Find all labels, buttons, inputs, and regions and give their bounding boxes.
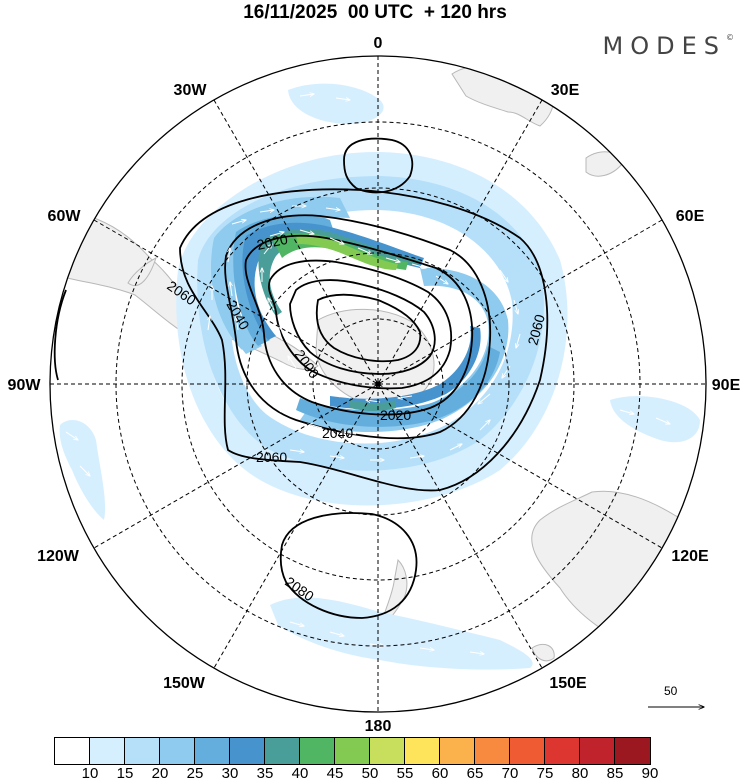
lon-label-60e: 60E [676,208,705,225]
shade-10-15-west [59,420,106,520]
contour-label: 2020 [255,231,289,253]
colorbar-tick-label: 85 [606,765,624,782]
contour-2040 [224,214,492,440]
colorbar-swatch [370,738,405,764]
wind-vectors [65,94,670,654]
contour-2080-south [279,512,418,619]
colorbar-swatch [405,738,440,764]
falklands-landmass [127,257,157,286]
lon-label-150w: 150W [163,675,206,692]
colorbar-swatch [90,738,125,764]
lon-label-30w: 30W [174,82,208,99]
contour-label: 2040 [322,425,353,441]
colorbar-tick-label: 65 [466,765,484,782]
colorbar-tick-label: 20 [151,765,169,782]
contour-west-edge [53,289,67,381]
polar-map: 2020 2020 2040 2040 2060 2060 2060 2000 … [8,35,741,735]
lon-label-120e: 120E [671,548,709,565]
colorbar-tick-label: 10 [81,765,99,782]
contour-2060 [179,188,549,492]
colorbar-swatch [615,738,650,764]
colorbar-swatch [580,738,615,764]
map-boundary [49,55,707,713]
colorbar-tick-label: 80 [571,765,589,782]
contour-2080-north [343,137,414,194]
map-title: 16/11/2025 00 UTC + 120 hrs [243,2,507,23]
colorbar-swatch [335,738,370,764]
shade-35-40-south [350,400,396,411]
shade-45-50-jet-core [296,235,398,270]
colorbar-tick-label: 40 [291,765,309,782]
colorbar-tick-label: 35 [256,765,274,782]
contour-label: 2060 [524,312,548,346]
brand-name: MODES [602,32,726,60]
longitude-labels: 0 30E 60E 90E 120E 150E 180 150W 120W 90… [8,35,741,735]
wind-reference-label: 50 [664,684,678,698]
shade-30-35-southeast [330,326,481,410]
colorbar-swatch [510,738,545,764]
colorbar-tick-label: 55 [396,765,414,782]
colorbar-swatch [300,738,335,764]
colorbar [54,737,651,765]
lon-label-0: 0 [374,35,383,52]
lon-label-30e: 30E [551,82,580,99]
colorbar-tick-label: 45 [326,765,344,782]
colorbar-swatch [475,738,510,764]
graticule [50,56,706,712]
lon-label-120w: 120W [37,548,80,565]
colorbar-swatch [125,738,160,764]
lon-label-150e: 150E [549,675,587,692]
height-contours [53,137,549,619]
lon-label-60w: 60W [48,208,82,225]
colorbar-swatch [55,738,90,764]
shade-20-25-band-east [300,267,509,432]
shade-10-15-east [610,396,700,443]
colorbar-swatch [160,738,195,764]
colorbar-ticks: 10 15 20 25 30 35 40 45 50 55 60 65 70 75 80 85 90 [0,765,750,782]
lon-label-90e: 90E [712,377,741,394]
colorbar-swatch [545,738,580,764]
contour-label: 2020 [380,407,411,423]
contour-label: 2060 [256,449,287,465]
colorbar-tick-label: 75 [536,765,554,782]
colorbar-tick-label: 25 [186,765,204,782]
colorbar-tick-label: 30 [221,765,239,782]
lon-label-180: 180 [365,718,392,735]
colorbar-tick-label: 60 [431,765,449,782]
colorbar-swatch [440,738,475,764]
colorbar-tick-label: 90 [641,765,659,782]
shade-25-30-south [296,346,500,427]
lon-label-90w: 90W [8,377,42,394]
south-pole-marker [375,381,381,387]
colorbar-swatch [195,738,230,764]
tasmania-landmass [531,643,555,662]
antarctica-landmass [315,308,435,407]
colorbar-tick-label: 15 [116,765,134,782]
contour-1960 [315,293,422,363]
copyright-mark: © [726,33,734,42]
colorbar-swatch [230,738,265,764]
colorbar-tick-label: 70 [501,765,519,782]
colorbar-swatch [265,738,300,764]
contour-1980 [289,279,436,375]
brand-logo: MODES© [603,32,734,60]
colorbar-tick-label: 50 [361,765,379,782]
